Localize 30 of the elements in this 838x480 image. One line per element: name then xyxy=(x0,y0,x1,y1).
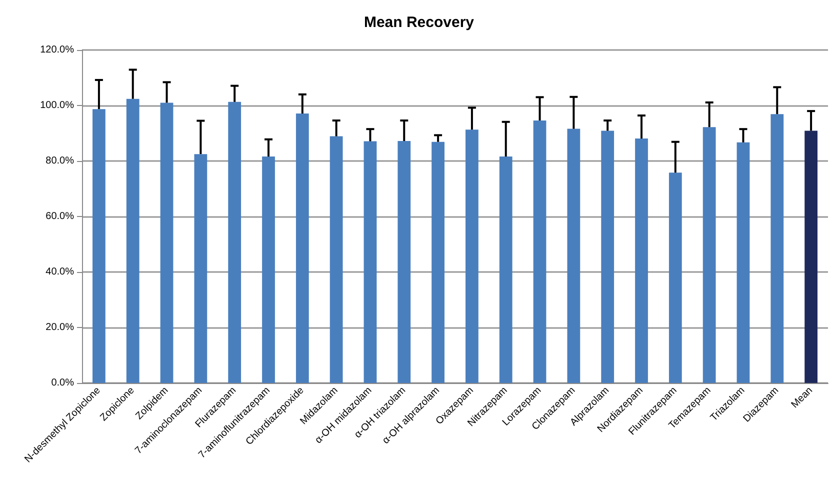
bar xyxy=(601,130,614,383)
bar xyxy=(702,127,716,383)
bar xyxy=(432,142,444,383)
y-tick-label: 120.0% xyxy=(40,44,74,56)
bar xyxy=(398,141,411,383)
bar xyxy=(668,172,682,383)
bar xyxy=(533,120,546,383)
bar xyxy=(736,142,750,383)
y-tick-label: 80.0% xyxy=(46,156,74,166)
bar xyxy=(466,130,478,383)
bar xyxy=(228,102,242,383)
y-tick-label: 60.0% xyxy=(46,211,74,222)
bar xyxy=(770,114,784,383)
bar xyxy=(364,141,377,383)
bar xyxy=(126,98,140,383)
bar xyxy=(804,130,818,383)
bar xyxy=(296,114,309,383)
bar xyxy=(194,154,208,383)
y-tick-label: 20.0% xyxy=(46,322,74,333)
bar xyxy=(635,138,648,383)
bar xyxy=(567,128,580,383)
bar xyxy=(499,156,512,383)
y-tick-label: 100.0% xyxy=(40,100,74,111)
bar xyxy=(262,156,275,383)
bar xyxy=(92,109,106,383)
y-tick-label: 40.0% xyxy=(46,266,74,278)
bar xyxy=(330,136,343,383)
bar xyxy=(160,102,174,383)
y-tick-label: 0.0% xyxy=(51,378,74,388)
chart-title: Mean Recovery xyxy=(364,14,475,31)
